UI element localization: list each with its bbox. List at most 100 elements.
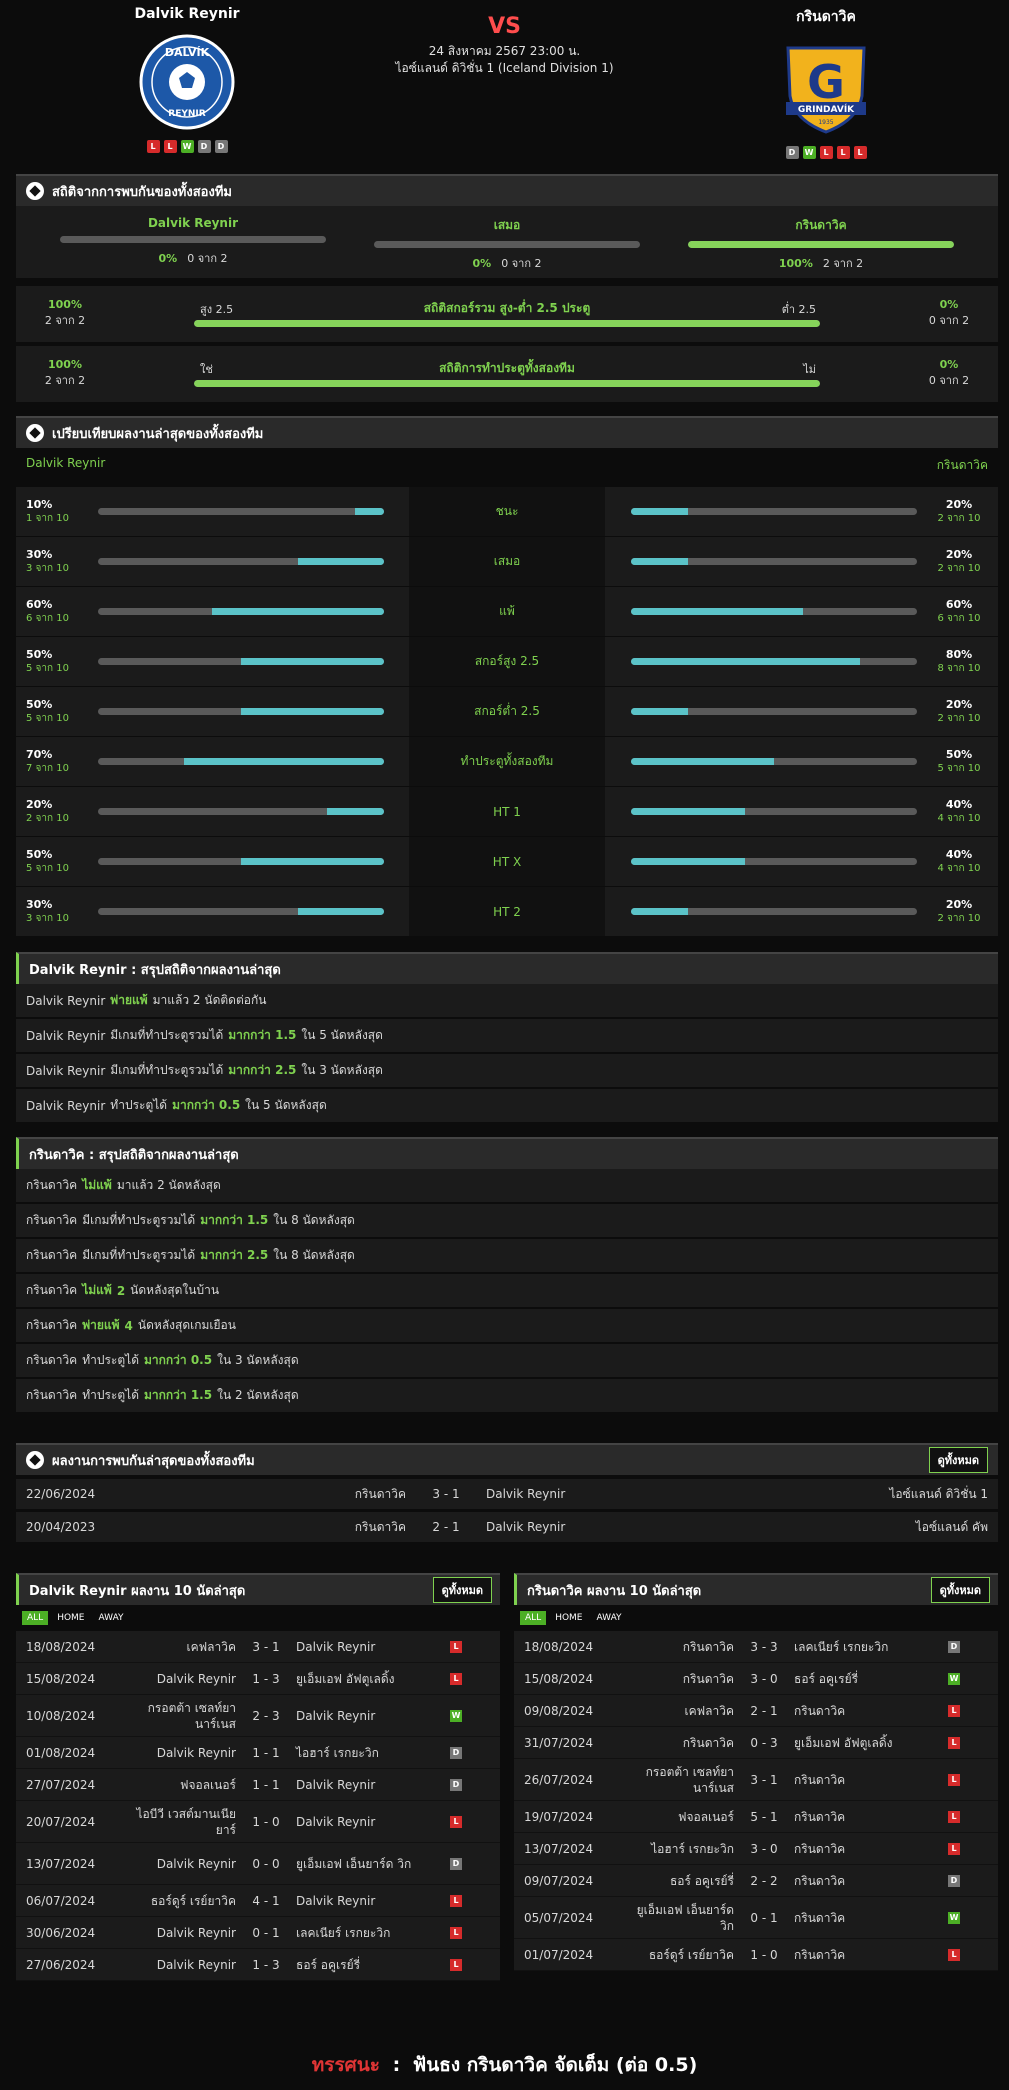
compare-home-cell: 70% 7 จาก 10 (16, 737, 409, 786)
result-badge: D (948, 1640, 960, 1653)
ball-icon (26, 182, 44, 200)
match-home: ธอร์ดูร์ เรย์ยาวิค (150, 1893, 236, 1908)
h2h-match-row[interactable]: 22/06/2024 กรินดาวิค 3 - 1 Dalvik Reynir ไอซ… (16, 1479, 998, 1509)
compare-label-cell: HT X (409, 837, 605, 886)
tab-away[interactable]: AWAY (596, 1613, 622, 1623)
match-score: 0 - 3 (750, 1735, 778, 1750)
compare-away-cell: 20% 2 จาก 10 (605, 487, 998, 536)
result-badge: D (450, 1778, 462, 1791)
compare-home-sub: 5 จาก 10 (26, 712, 69, 724)
compare-away-bar-fill (631, 558, 689, 565)
form-badge: L (146, 140, 160, 153)
last10-home-section: Dalvik Reynir ผลงาน 10 นัดล่าสุด ดูทั้งห… (16, 1573, 500, 1981)
h2h-stats-header: สถิติจากการพบกันของทั้งสองทีม (16, 174, 998, 206)
match-away: ธอร์ อคูเรย์รี่ (794, 1671, 859, 1686)
h2h-col-pct: 100% (778, 257, 813, 270)
section-title: Dalvik Reynir ผลงาน 10 นัดล่าสุด (29, 1583, 246, 1599)
summary-text: นัดหลังสุดเกมเยือน (137, 1318, 236, 1332)
last10-row[interactable]: 15/08/2024 กรินดาวิค 3 - 0 ธอร์ อคูเรย์รี่ W (514, 1663, 998, 1695)
summary-text: มีเกมที่ทำประตูรวมได้ (110, 1063, 224, 1077)
last10-away-tabs: ALL HOME AWAY (514, 1605, 998, 1631)
last10-row[interactable]: 15/08/2024 Dalvik Reynir 1 - 3 ยูเอ็มเอฟ อั… (16, 1663, 500, 1695)
form-badge: D (197, 140, 211, 153)
summary-text: นัดหลังสุดในบ้าน (130, 1283, 220, 1297)
compare-home-pct: 60% (26, 597, 53, 611)
result-badge: L (450, 1815, 462, 1828)
section-title: กรินดาวิค : สรุปสถิติจากผลงานล่าสุด (29, 1147, 239, 1163)
match-away: Dalvik Reynir (296, 1777, 376, 1792)
tab-home[interactable]: HOME (555, 1613, 583, 1623)
summary-text: กรินดาวิค (26, 1213, 78, 1227)
btts-left-pct: 100% (48, 358, 82, 371)
last10-row[interactable]: 05/07/2024 ยูเอ็มเอฟ เอ็นยาร์ด วิก 0 - 1 กร… (514, 1897, 998, 1939)
match-away: Dalvik Reynir (486, 1520, 566, 1534)
match-home: กรินดาวิค (682, 1671, 734, 1686)
compare-row: 50% 5 จาก 10 สกอร์ต่ำ 2.5 20% 2 จาก 10 (16, 686, 998, 736)
summary-text: ไม่แพ้ (82, 1178, 112, 1192)
compare-label-cell: เสมอ (409, 537, 605, 586)
compare-away-bar (631, 758, 917, 765)
compare-home-pct: 20% (26, 797, 53, 811)
last10-row[interactable]: 27/06/2024 Dalvik Reynir 1 - 3 ธอร์ อคูเรย์… (16, 1949, 500, 1981)
ou-title: สถิติสกอร์รวม สูง-ต่ำ 2.5 ประตู (423, 301, 591, 315)
last10-row[interactable]: 01/08/2024 Dalvik Reynir 1 - 1 ไอฮาร์ เรกยะ… (16, 1737, 500, 1769)
tab-all[interactable]: ALL (520, 1611, 547, 1625)
tab-home[interactable]: HOME (57, 1613, 85, 1623)
match-score: 5 - 1 (750, 1809, 778, 1824)
form-badge: L (853, 146, 867, 159)
match-home: Dalvik Reynir (156, 1925, 236, 1940)
compare-away-pct: 40% (945, 797, 973, 811)
last10-row[interactable]: 18/08/2024 กรินดาวิค 3 - 3 เลคเนียร์ เรกยะว… (514, 1631, 998, 1663)
last10-row[interactable]: 31/07/2024 กรินดาวิค 0 - 3 ยูเอ็มเอฟ อัฟตูเ… (514, 1727, 998, 1759)
h2h-matches-section: ผลงานการพบกันล่าสุดของทั้งสองทีม ดูทั้งห… (16, 1443, 998, 1545)
compare-label-cell: HT 2 (409, 887, 605, 936)
h2h-see-all-button[interactable]: ดูทั้งหมด (928, 1447, 988, 1473)
form-badge: L (836, 146, 850, 159)
match-date: 13/07/2024 (524, 1841, 594, 1856)
last10-row[interactable]: 06/07/2024 ธอร์ดูร์ เรย์ยาวิค 4 - 1 Dalvik … (16, 1885, 500, 1917)
tab-away[interactable]: AWAY (98, 1613, 124, 1623)
ou-left-pct: 100% (48, 298, 82, 311)
last10-row[interactable]: 13/07/2024 ไอฮาร์ เรกยะวิก 3 - 0 กรินดาวิค L (514, 1833, 998, 1865)
compare-row: 30% 3 จาก 10 เสมอ 20% 2 จาก 10 (16, 536, 998, 586)
form-badge: D (785, 146, 799, 159)
h2h-match-row[interactable]: 20/04/2023 กรินดาวิค 2 - 1 Dalvik Reynir ไอซ… (16, 1512, 998, 1542)
h2h-col-bar (688, 241, 954, 248)
compare-home-bar (98, 558, 384, 565)
last10-away-see-all-button[interactable]: ดูทั้งหมด (930, 1577, 990, 1603)
last10-row[interactable]: 09/08/2024 เคฟลาวิค 2 - 1 กรินดาวิค L (514, 1695, 998, 1727)
summary-text: มีเกมที่ทำประตูรวมได้ (110, 1028, 224, 1042)
away-summary-header: กรินดาวิค : สรุปสถิติจากผลงานล่าสุด (16, 1137, 998, 1169)
last10-row[interactable]: 13/07/2024 Dalvik Reynir 0 - 0 ยูเอ็มเอฟ เอ… (16, 1843, 500, 1885)
last10-row[interactable]: 18/08/2024 เคฟลาวิค 3 - 1 Dalvik Reynir L (16, 1631, 500, 1663)
result-badge: L (450, 1672, 462, 1685)
summary-text: ใน 5 นัดหลังสุด (245, 1098, 327, 1112)
last10-row[interactable]: 20/07/2024 ไอบีวี เวสต์มานเนีย ยาร์ 1 - 0 D… (16, 1801, 500, 1843)
summary-text: Dalvik Reynir (26, 1098, 106, 1113)
summary-row: กรินดาวิค ไม่แพ้ มาแล้ว 2 นัดหลังสุด (16, 1169, 998, 1204)
tab-all[interactable]: ALL (22, 1611, 49, 1625)
last10-row[interactable]: 27/07/2024 ฟจอลเนอร์ 1 - 1 Dalvik Reynir D (16, 1769, 500, 1801)
match-home: ฟจอลเนอร์ (677, 1809, 734, 1824)
last10-row[interactable]: 30/06/2024 Dalvik Reynir 0 - 1 เลคเนียร์ เร… (16, 1917, 500, 1949)
last10-row[interactable]: 01/07/2024 ธอร์ดูร์ เรย์ยาวิค 1 - 0 กรินดาว… (514, 1939, 998, 1971)
last10-row[interactable]: 09/07/2024 ธอร์ อคูเรย์รี่ 2 - 2 กรินดาวิค D (514, 1865, 998, 1897)
section-title: เปรียบเทียบผลงานล่าสุดของทั้งสองทีม (52, 426, 264, 442)
match-date: 18/08/2024 (524, 1639, 594, 1654)
summary-text: มากกว่า 1.5 (200, 1213, 269, 1227)
compare-home-sub: 2 จาก 10 (26, 812, 69, 824)
last10-row[interactable]: 10/08/2024 กรอตต้า เซลท์ยา นาร์เนส 2 - 3 Da… (16, 1695, 500, 1737)
match-date: 09/08/2024 (524, 1703, 594, 1718)
last10-row[interactable]: 26/07/2024 กรอตต้า เซลท์ยา นาร์เนส 3 - 1 กร… (514, 1759, 998, 1801)
verdict-sep: : (392, 2054, 401, 2076)
last10-home-see-all-button[interactable]: ดูทั้งหมด (432, 1577, 492, 1603)
match-away: Dalvik Reynir (296, 1814, 376, 1829)
result-badge: W (948, 1672, 960, 1685)
match-date: 09/07/2024 (524, 1873, 594, 1888)
compare-away-sub: 4 จาก 10 (937, 812, 981, 824)
last10-row[interactable]: 19/07/2024 ฟจอลเนอร์ 5 - 1 กรินดาวิค L (514, 1801, 998, 1833)
h2h-match-rows: 22/06/2024 กรินดาวิค 3 - 1 Dalvik Reynir ไอซ… (16, 1475, 998, 1542)
